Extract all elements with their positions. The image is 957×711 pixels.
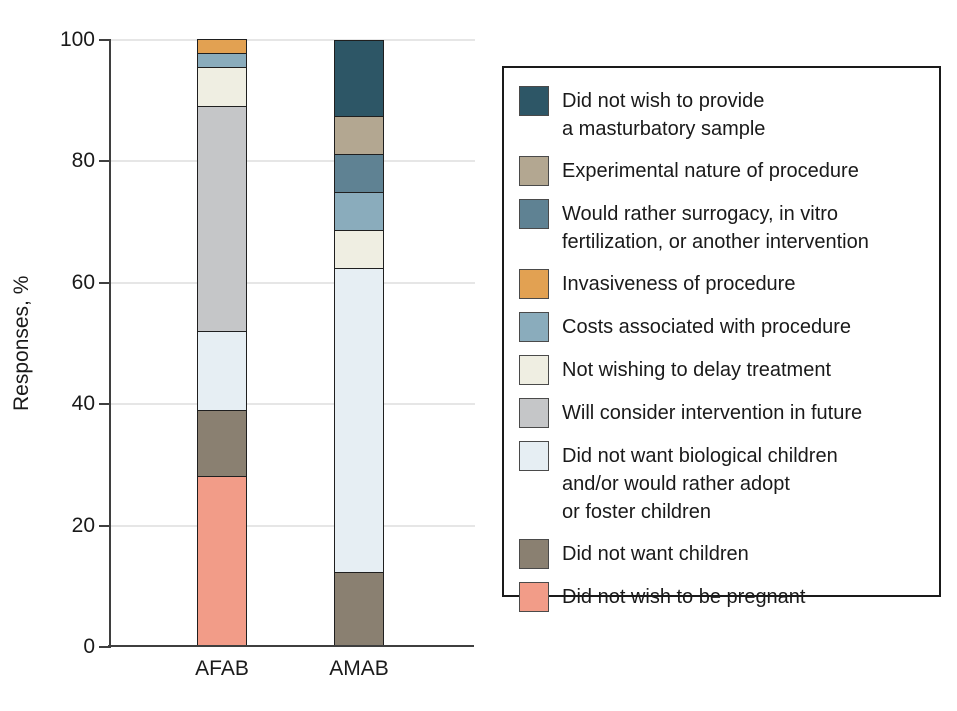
y-tick-label-40: 40 [71,392,95,416]
y-axis-line [109,39,111,648]
legend-item: Will consider intervention in future [519,398,927,428]
legend-swatch [519,539,549,569]
legend-swatch [519,199,549,229]
y-tick-label-0: 0 [83,635,95,658]
y-tick-label-80: 80 [71,149,95,173]
bar-segment [334,191,384,232]
y-tickmark-40 [99,403,110,406]
bar-segment [334,40,384,118]
x-axis-line [108,645,474,647]
bar-segment [197,105,247,332]
y-tickmark-100 [99,39,110,41]
bar-segment [197,39,247,55]
legend-item-label: Experimental nature of procedure [562,160,859,182]
bar-segment [334,267,384,573]
y-tick-label-60: 60 [71,270,95,294]
bar-amab [334,40,384,647]
gridline-80 [110,160,475,163]
bar-segment [197,409,247,477]
legend-item: Costs associated with procedure [519,312,927,342]
y-tickmark-0 [99,646,110,648]
legend-item: Experimental nature of procedure [519,156,927,186]
legend-item: Did not want children [519,539,927,569]
legend-item: Invasiveness of procedure [519,269,927,299]
legend-item: Not wishing to delay treatment [519,355,927,385]
gridline-20 [110,524,475,527]
legend-item-label: Would rather surrogacy, in vitro fertili… [562,203,869,253]
bar-segment [197,330,247,411]
legend-item: Did not wish to provide a masturbatory s… [519,86,927,143]
y-axis-title: Responses, % [10,275,33,412]
legend-swatch [519,86,549,116]
legend-swatch [519,582,549,612]
legend-item-label: Did not wish to be pregnant [562,586,806,608]
y-tickmark-20 [99,524,110,527]
x-category-label-afab: AFAB [195,657,249,680]
legend-swatch [519,156,549,186]
legend-item-label: Not wishing to delay treatment [562,359,832,381]
bar-afab [197,39,247,647]
y-tickmark-80 [99,160,110,163]
bar-segment [334,153,384,194]
y-tick-label-100: 100 [59,28,95,51]
legend-item-label: Did not want biological children and/or … [562,445,838,523]
legend-item: Did not wish to be pregnant [519,582,927,612]
legend-box: Did not wish to provide a masturbatory s… [502,66,941,612]
bar-segment [197,475,247,647]
gridline-60 [110,281,475,284]
legend-item-label: Did not want children [562,543,749,565]
y-tickmark-60 [99,281,110,284]
y-tick-label-20: 20 [71,513,95,537]
legend-swatch [519,312,549,342]
legend-item-label: Did not wish to provide a masturbatory s… [562,90,766,140]
x-category-label-amab: AMAB [329,657,389,680]
gridline-100 [110,39,475,41]
legend-swatch [519,269,549,299]
legend-item: Would rather surrogacy, in vitro fertili… [519,199,927,256]
legend-item-label: Will consider intervention in future [562,402,863,424]
legend-swatch [519,398,549,428]
legend-item: Did not want biological children and/or … [519,441,927,526]
legend-item-label: Costs associated with procedure [562,316,852,338]
legend-swatch [519,441,549,471]
gridline-40 [110,403,475,406]
legend-swatch [519,355,549,385]
plot-area [110,39,475,647]
bar-segment [197,66,247,108]
bar-segment [334,229,384,270]
bar-segment [334,115,384,156]
legend-item-label: Invasiveness of procedure [562,273,796,295]
bar-segment [197,52,247,68]
bar-segment [334,571,384,647]
